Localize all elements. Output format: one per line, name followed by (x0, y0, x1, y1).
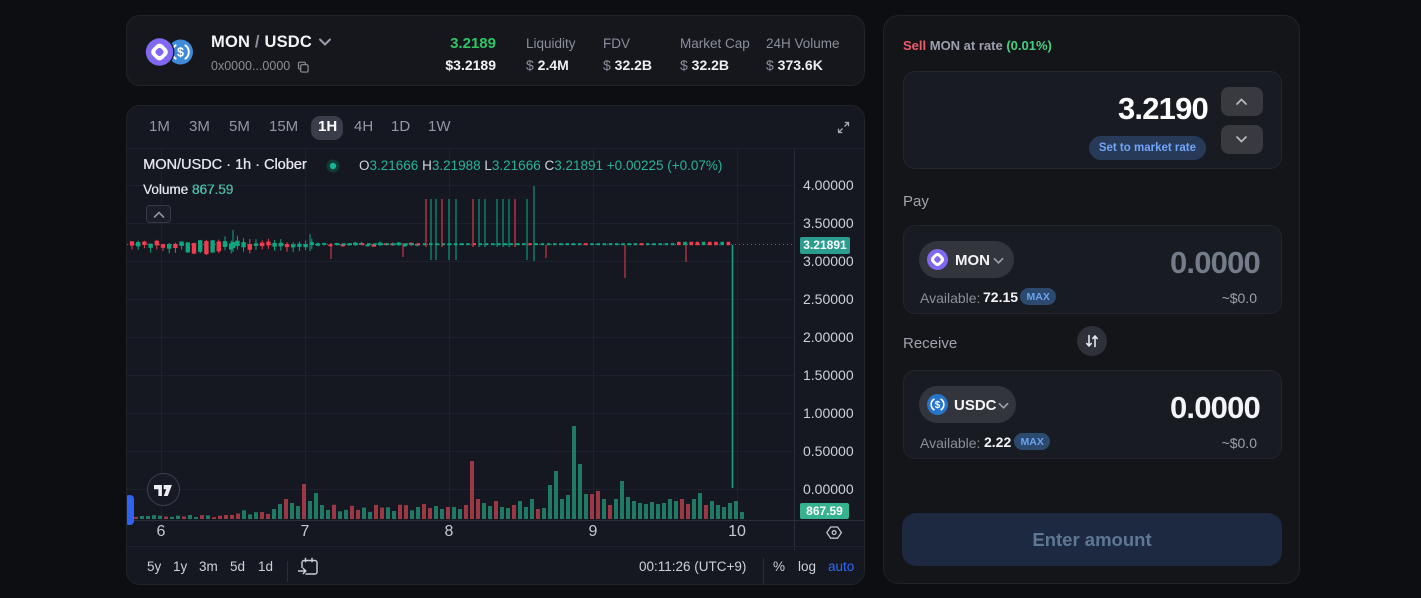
svg-text:$: $ (935, 400, 941, 411)
svg-text:$: $ (177, 46, 184, 60)
